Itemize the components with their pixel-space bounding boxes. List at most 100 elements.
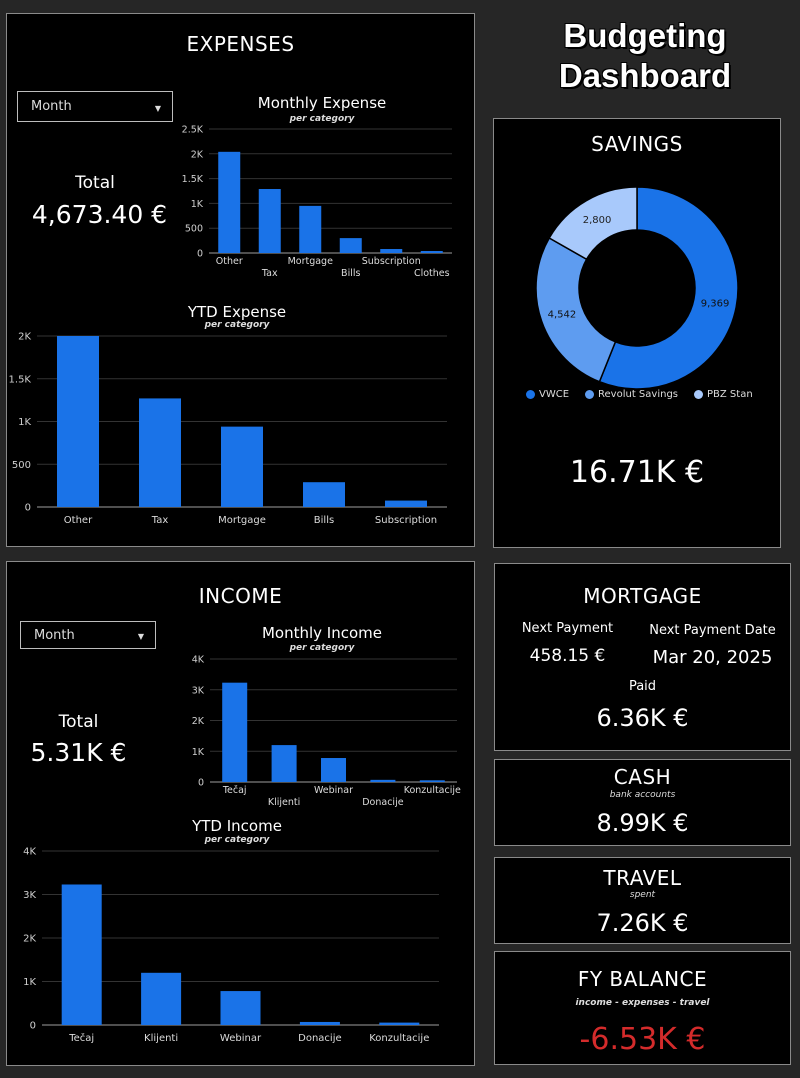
legend-dot-vwce <box>526 390 535 399</box>
y-tick-label: 500 <box>185 224 203 235</box>
monthly-income-chart: 0 1K 2K 3K 4K Tečaj Klijenti Webinar DonacijeKon… <box>192 655 461 809</box>
next-payment-value: 458.15 € <box>529 646 606 666</box>
x-tick-label: Klijenti <box>268 797 300 808</box>
savings-total-value: 16.71K € <box>569 455 705 490</box>
y-tick-label: 1K <box>192 747 205 758</box>
travel-panel: TRAVEL spent 7.26K € <box>494 857 791 944</box>
x-tick-label: Tečaj <box>68 1032 94 1043</box>
donut-slice-vwce[interactable] <box>598 186 739 390</box>
bar-webinar[interactable] <box>220 991 261 1025</box>
donut-slice-pbz-stan[interactable] <box>548 186 638 261</box>
cash-panel: CASH bank accounts 8.99K € <box>494 759 791 846</box>
ytd-income-title: YTD Income <box>192 817 282 835</box>
y-tick-label: 4K <box>192 655 205 666</box>
y-tick-label: 2K <box>23 934 36 945</box>
paid-label: Paid <box>628 679 657 694</box>
income-panel: INCOME Month ▼ Total 5.31K € Monthly Inc… <box>6 561 475 1066</box>
bar-donacije[interactable] <box>299 1021 340 1025</box>
x-tick-label: Subscription <box>375 515 437 526</box>
y-tick-label: 2K <box>191 149 204 160</box>
x-tick-label: Webinar <box>314 785 353 796</box>
y-tick-label: 1K <box>18 417 31 428</box>
x-tick-label: Klijenti <box>144 1033 178 1043</box>
x-tick-label: Tax <box>261 268 278 279</box>
x-tick-label: Donacije <box>298 1033 342 1043</box>
x-tick-label: Donacije <box>362 797 403 808</box>
y-tick-label: 1.5K <box>9 374 32 385</box>
monthly-expense-title: Monthly Expense <box>257 94 387 112</box>
bar-klijenti[interactable] <box>141 972 182 1025</box>
chevron-down-icon: ▼ <box>154 103 161 113</box>
legend-dot-pbz <box>694 390 704 399</box>
ytd-expense-chart: 0 500 1K 1.5K 2K Other Tax Mortgage Bills Subscri… <box>9 332 447 526</box>
y-tick-label: 0 <box>30 1021 36 1032</box>
expenses-period-value: Month <box>31 99 72 114</box>
bar-tax[interactable] <box>139 398 181 507</box>
x-tick-label: Mortgage <box>218 515 266 526</box>
x-tick-label: Konzultacije <box>404 785 461 796</box>
bar-clothes[interactable] <box>420 251 443 253</box>
ytd-expense-subtitle: per category <box>204 320 270 330</box>
bar-tečaj[interactable] <box>222 682 248 782</box>
bar-mortgage[interactable] <box>299 205 322 253</box>
y-tick-label: 0 <box>198 778 204 789</box>
cash-value: 8.99K € <box>596 809 689 837</box>
legend-label-revolut: Revolut Savings <box>598 389 679 400</box>
y-tick-label: 1K <box>191 199 204 210</box>
y-tick-label: 1K <box>23 977 36 988</box>
x-tick-label: Other <box>64 515 93 526</box>
income-total-value: 5.31K € <box>30 738 127 767</box>
donut-slice-revolut-savings[interactable] <box>535 236 617 383</box>
next-payment-date-value: Mar 20, 2025 <box>652 647 773 668</box>
bar-other[interactable] <box>57 336 99 507</box>
monthly-expense-subtitle: per category <box>289 114 355 124</box>
bar-bills[interactable] <box>339 238 362 253</box>
monthly-income-subtitle: per category <box>289 643 355 653</box>
bar-konzultacije[interactable] <box>419 780 445 782</box>
travel-subtitle: spent <box>629 890 656 900</box>
bar-other[interactable] <box>218 151 241 253</box>
dashboard-title: Budgeting Dashboard <box>520 16 770 96</box>
y-tick-label: 3K <box>192 685 205 696</box>
bar-bills[interactable] <box>303 482 345 507</box>
fy-balance-panel: FY BALANCE income - expenses - travel -6… <box>494 951 791 1065</box>
bar-subscription[interactable] <box>385 500 427 507</box>
bar-donacije[interactable] <box>370 779 396 782</box>
x-tick-label: Clothes <box>414 268 450 279</box>
x-tick-label: Webinar <box>220 1033 262 1043</box>
x-tick-label: Tax <box>151 515 169 526</box>
next-payment-date-label: Next Payment Date <box>649 623 776 638</box>
mortgage-panel: MORTGAGE Next Payment 458.15 € Next Paym… <box>494 563 791 751</box>
title-line-1: Budgeting <box>563 17 727 54</box>
bar-tečaj[interactable] <box>61 884 102 1025</box>
bar-konzultacije[interactable] <box>379 1022 420 1025</box>
y-tick-label: 0 <box>197 249 203 260</box>
fy-balance-value: -6.53K € <box>579 1022 706 1057</box>
expenses-period-select[interactable]: Month ▼ <box>17 91 173 122</box>
bar-mortgage[interactable] <box>221 426 263 507</box>
x-tick-label: Mortgage <box>288 256 334 267</box>
y-tick-label: 1.5K <box>182 174 204 185</box>
savings-donut-chart: 9,369 4,542 2,800 <box>535 186 739 390</box>
y-tick-label: 4K <box>23 847 36 858</box>
income-period-select[interactable]: Month ▼ <box>20 621 156 649</box>
income-period-value: Month <box>34 627 75 643</box>
y-tick-label: 0 <box>25 503 31 514</box>
savings-title: SAVINGS <box>591 132 683 156</box>
expenses-panel: EXPENSES Month ▼ Total 4,673.40 € Monthl… <box>6 13 475 547</box>
monthly-income-title: Monthly Income <box>261 624 383 642</box>
cash-title: CASH <box>613 765 672 789</box>
bar-tax[interactable] <box>258 189 281 253</box>
x-tick-label: Konzultacije <box>369 1033 429 1043</box>
next-payment-label: Next Payment <box>521 621 614 636</box>
income-title: INCOME <box>198 584 283 608</box>
mortgage-title: MORTGAGE <box>583 584 702 608</box>
paid-value: 6.36K € <box>596 704 689 732</box>
title-line-2: Dashboard <box>558 57 732 94</box>
bar-webinar[interactable] <box>321 758 346 782</box>
x-tick-label: Tečaj <box>222 785 247 796</box>
cash-subtitle: bank accounts <box>609 790 676 800</box>
bar-subscription[interactable] <box>380 249 403 253</box>
donut-slice-label: 9,369 <box>701 299 730 310</box>
bar-klijenti[interactable] <box>271 745 297 782</box>
